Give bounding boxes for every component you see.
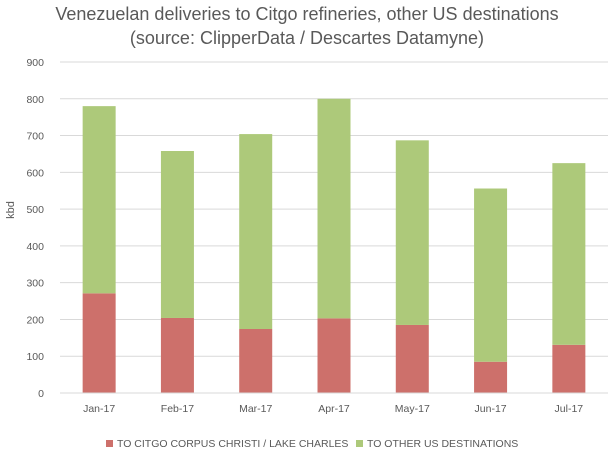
bar-citgo-jun-17 xyxy=(474,361,508,393)
y-tick-label: 0 xyxy=(38,388,44,400)
bar-other-apr-17 xyxy=(317,98,351,319)
y-tick-label: 400 xyxy=(26,241,44,253)
bar-other-mar-17 xyxy=(239,134,273,330)
x-tick-label: Apr-17 xyxy=(318,403,350,415)
legend-swatch-citgo xyxy=(106,440,113,447)
y-tick-label: 300 xyxy=(26,278,44,290)
x-tick-label: Jan-17 xyxy=(83,403,115,415)
y-tick-label: 700 xyxy=(26,131,44,143)
bar-other-jun-17 xyxy=(474,188,508,362)
bar-citgo-feb-17 xyxy=(160,317,194,393)
y-tick-label: 800 xyxy=(26,94,44,106)
y-tick-label: 200 xyxy=(26,314,44,326)
y-tick-label: 100 xyxy=(26,351,44,363)
chart-title-line-1: Venezuelan deliveries to Citgo refinerie… xyxy=(55,4,558,24)
bar-citgo-mar-17 xyxy=(239,329,273,393)
bar-citgo-may-17 xyxy=(395,324,429,393)
bar-citgo-jan-17 xyxy=(82,293,116,393)
legend-swatch-other xyxy=(356,440,363,447)
legend-label-citgo: TO CITGO CORPUS CHRISTI / LAKE CHARLES xyxy=(117,438,348,450)
y-tick-label: 500 xyxy=(26,204,44,216)
x-tick-label: Jul-17 xyxy=(555,403,584,415)
x-tick-label: Feb-17 xyxy=(161,403,194,415)
bar-other-feb-17 xyxy=(160,151,194,318)
chart-title-line-2: (source: ClipperData / Descartes Datamyn… xyxy=(130,28,484,48)
bar-other-jul-17 xyxy=(552,163,586,345)
y-tick-labels: 0 100 200 300 400 500 600 700 800 900 xyxy=(26,57,44,400)
y-tick-label: 900 xyxy=(26,57,44,69)
x-tick-label: May-17 xyxy=(395,403,430,415)
legend-label-other: TO OTHER US DESTINATIONS xyxy=(367,438,518,450)
bars xyxy=(82,98,586,393)
y-tick-label: 600 xyxy=(26,167,44,179)
x-tick-label: Mar-17 xyxy=(239,403,272,415)
x-tick-label: Jun-17 xyxy=(475,403,507,415)
bar-other-may-17 xyxy=(395,140,429,325)
y-axis-label: kbd xyxy=(5,201,17,219)
bar-citgo-apr-17 xyxy=(317,318,351,393)
legend: TO CITGO CORPUS CHRISTI / LAKE CHARLES T… xyxy=(106,438,518,450)
bar-other-jan-17 xyxy=(82,106,116,294)
x-tick-labels: Jan-17 Feb-17 Mar-17 Apr-17 May-17 Jun-17 Jul-… xyxy=(83,403,583,415)
bar-citgo-jul-17 xyxy=(552,344,586,393)
